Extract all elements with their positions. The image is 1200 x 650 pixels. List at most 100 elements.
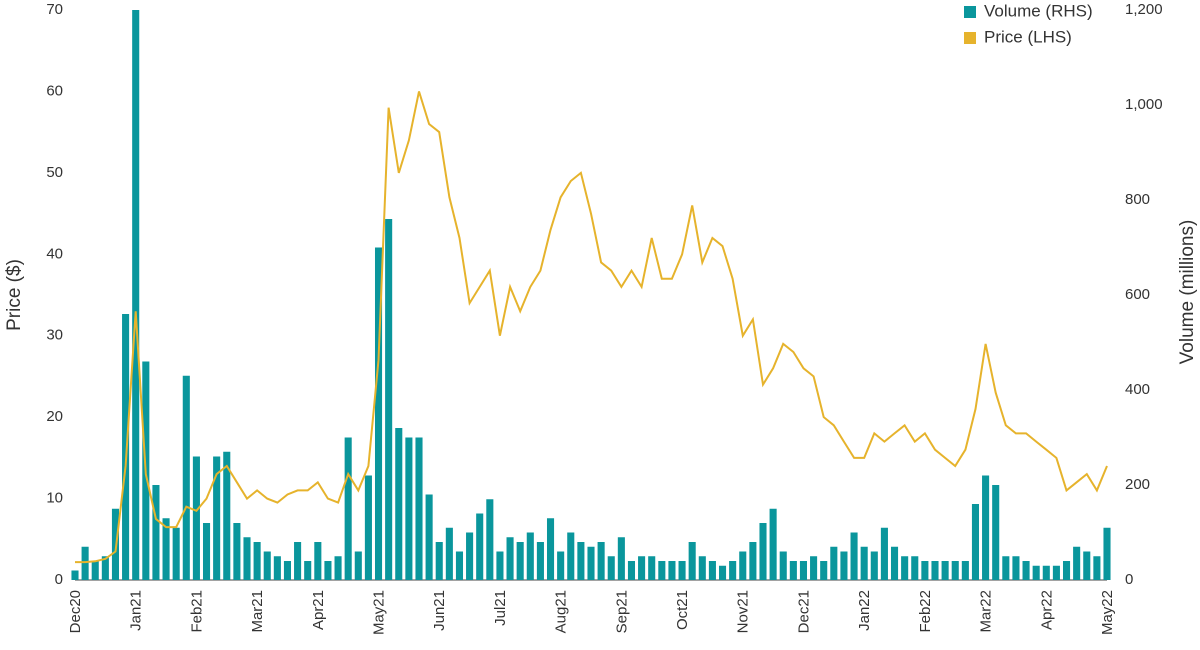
volume-bar	[243, 537, 251, 580]
volume-bar	[668, 561, 676, 580]
volume-bar	[526, 532, 534, 580]
volume-bar	[71, 570, 79, 580]
volume-bar	[213, 456, 221, 580]
volume-bar	[354, 551, 362, 580]
volume-bar	[982, 475, 990, 580]
volume-bar	[718, 565, 727, 580]
volume-bar	[182, 375, 190, 580]
volume-bar	[344, 437, 352, 580]
volume-bar	[870, 551, 878, 580]
volume-bar	[486, 499, 494, 580]
volume-bar	[202, 523, 211, 580]
volume-bar	[638, 556, 646, 580]
volume-bar	[992, 485, 1000, 580]
volume-bar	[1012, 556, 1020, 580]
volume-bar	[830, 546, 838, 580]
volume-bar	[799, 561, 808, 580]
volume-bar	[678, 561, 686, 580]
volume-bar	[1032, 565, 1040, 580]
volume-bar	[91, 561, 99, 580]
volume-bar	[951, 561, 959, 580]
volume-bar	[425, 494, 433, 580]
volume-bar	[81, 546, 89, 580]
volume-bar	[850, 532, 858, 580]
volume-bar	[476, 513, 484, 580]
volume-bar	[162, 518, 170, 580]
volume-bar	[708, 561, 716, 580]
x-tick-label: Sep21	[613, 590, 630, 633]
volume-bar	[911, 556, 919, 580]
volume-bar	[941, 561, 949, 580]
y-tick-label: 30	[46, 327, 63, 344]
volume-bar	[546, 518, 555, 580]
y-tick-label: 0	[55, 571, 63, 588]
y2-tick-label: 600	[1125, 286, 1150, 303]
y2-tick-label: 800	[1125, 191, 1150, 208]
volume-bar	[779, 551, 787, 580]
volume-bar	[233, 523, 241, 580]
x-tick-label: Mar22	[978, 590, 995, 633]
x-tick-label: Oct21	[674, 590, 691, 630]
volume-bar	[931, 561, 939, 580]
volume-bar	[627, 561, 636, 580]
x-tick-label: Feb22	[917, 590, 934, 633]
volume-bar	[840, 551, 848, 580]
volume-bar	[466, 532, 474, 580]
volume-bar	[789, 561, 797, 580]
x-tick-label: Feb21	[188, 590, 205, 633]
volume-bar	[1002, 556, 1010, 580]
x-tick-label: Jul21	[492, 590, 509, 626]
volume-bar	[304, 561, 312, 580]
volume-bar	[415, 437, 423, 580]
volume-bar	[729, 561, 737, 580]
volume-bar	[253, 542, 261, 580]
y-tick-label: 70	[46, 1, 63, 18]
volume-bar	[223, 451, 231, 580]
y2-tick-label: 1,000	[1125, 96, 1163, 113]
x-tick-label: Jan22	[856, 590, 873, 631]
volume-bar	[334, 556, 342, 580]
volume-bar	[688, 542, 696, 580]
volume-bar	[132, 10, 140, 580]
volume-bar	[971, 504, 980, 580]
y2-axis-label: Volume (millions)	[1177, 220, 1198, 365]
volume-bar	[496, 551, 504, 580]
x-tick-label: Nov21	[735, 590, 752, 633]
volume-bar	[607, 556, 615, 580]
volume-bar	[263, 551, 271, 580]
x-tick-label: Jan21	[128, 590, 145, 631]
volume-bar	[810, 556, 818, 580]
volume-bar	[294, 542, 302, 580]
y2-tick-label: 200	[1125, 476, 1150, 493]
volume-bar	[192, 456, 200, 580]
legend-label: Price (LHS)	[984, 27, 1072, 46]
volume-bar	[445, 527, 453, 580]
volume-bar	[597, 542, 605, 580]
volume-bar	[880, 527, 888, 580]
x-tick-label: Aug21	[553, 590, 570, 633]
legend-swatch	[964, 32, 976, 44]
volume-bar	[577, 542, 585, 580]
y-tick-label: 20	[46, 408, 63, 425]
volume-bar	[1042, 565, 1050, 580]
x-tick-label: Mar21	[249, 590, 266, 633]
volume-bar	[395, 428, 403, 580]
volume-bar	[901, 556, 909, 580]
volume-bar	[617, 537, 625, 580]
volume-bar	[455, 551, 464, 580]
x-tick-label: Jun21	[431, 590, 448, 631]
volume-bar	[1073, 546, 1081, 580]
volume-bar	[1083, 551, 1091, 580]
volume-bar	[698, 556, 706, 580]
y2-tick-label: 400	[1125, 381, 1150, 398]
y2-tick-label: 1,200	[1125, 1, 1163, 18]
volume-bar	[324, 561, 332, 580]
price-line	[75, 91, 1108, 564]
volume-bar	[961, 561, 969, 580]
volume-bar	[364, 475, 372, 580]
x-tick-label: May21	[370, 590, 387, 635]
volume-bar	[506, 537, 514, 580]
volume-bar	[648, 556, 656, 580]
volume-bar	[314, 542, 322, 580]
volume-bar	[152, 485, 160, 580]
